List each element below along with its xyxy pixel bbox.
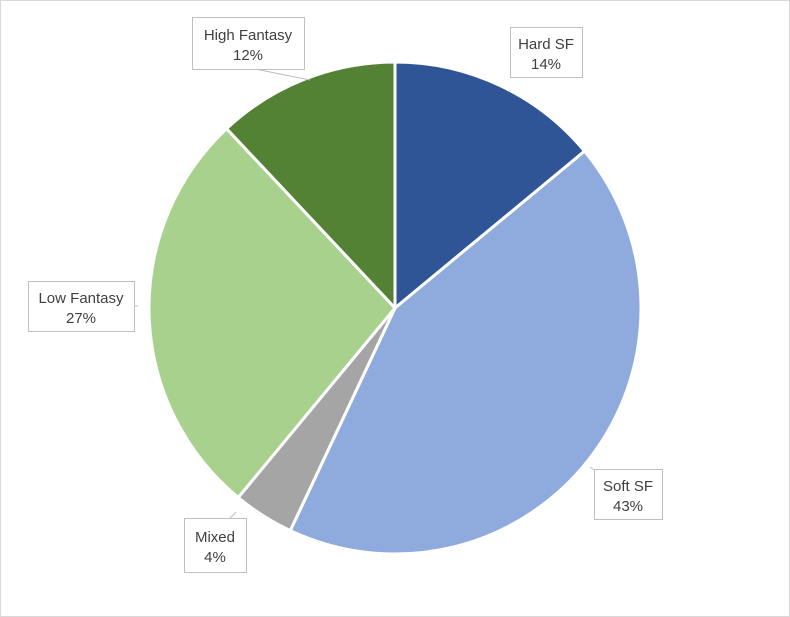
slice-percent: 14% (531, 56, 561, 73)
leader-line (589, 466, 595, 471)
pie-slice-low-fantasy (147, 127, 397, 500)
slice-percent: 4% (204, 549, 226, 566)
data-label-mixed: Mixed 4% (184, 511, 247, 573)
callouts-layer: Hard SF 14% Soft SF 43% Mixed 4% Low Fantasy 27… (28, 17, 663, 573)
slices-layer (147, 60, 643, 556)
slice-percent: 12% (233, 47, 263, 64)
slice-label: Mixed (195, 529, 235, 546)
data-label-high-fantasy: High Fantasy 12% (192, 17, 311, 81)
slice-percent: 43% (613, 498, 643, 515)
data-label-low-fantasy: Low Fantasy 27% (28, 281, 138, 332)
leader-line (229, 511, 237, 519)
data-label-soft-sf: Soft SF 43% (589, 466, 663, 520)
callout-box (184, 518, 247, 573)
slice-percent: 27% (66, 310, 96, 327)
data-label-hard-sf: Hard SF 14% (510, 27, 583, 78)
slice-label: Low Fantasy (38, 290, 124, 307)
callout-box (594, 469, 663, 520)
callout-box (28, 281, 135, 332)
callout-box (192, 17, 305, 70)
leader-line (254, 68, 311, 81)
slice-label: High Fantasy (204, 27, 293, 44)
pie-slice-soft-sf (288, 149, 643, 556)
pie-slice-hard-sf (393, 60, 587, 310)
slice-label: Soft SF (603, 478, 653, 495)
callout-box (510, 27, 583, 78)
slice-label: Hard SF (518, 36, 574, 53)
